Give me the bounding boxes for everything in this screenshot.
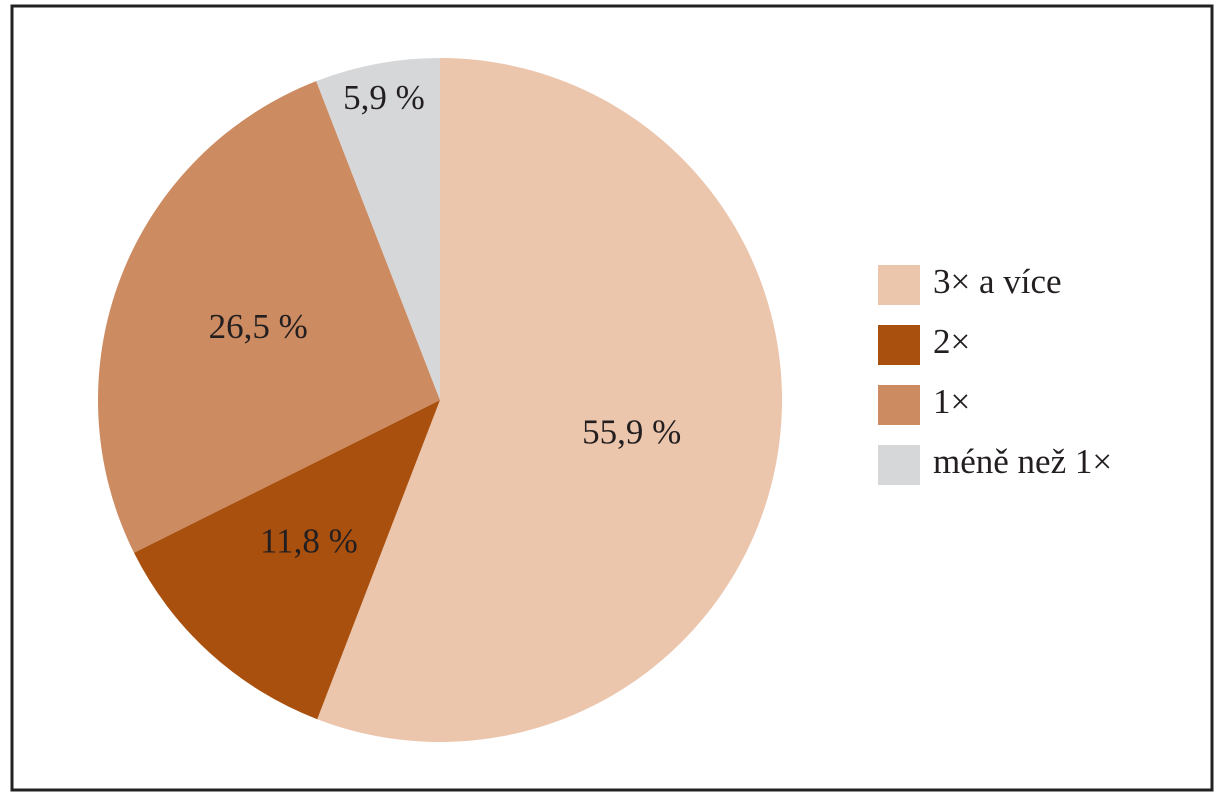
legend-swatch: [878, 265, 920, 305]
value-label: 5,9 %: [343, 78, 425, 117]
legend-label: 3× a více: [933, 262, 1062, 301]
legend-swatch: [878, 325, 920, 365]
pie-slice: [316, 58, 440, 400]
value-label: 55,9 %: [582, 413, 681, 452]
legend-label: 2×: [933, 322, 970, 361]
legend-swatch: [878, 445, 920, 485]
pie-slice: [317, 58, 782, 743]
legend-label: 1×: [933, 382, 970, 421]
pie-slice: [133, 400, 440, 720]
legend-label: méně než 1×: [933, 442, 1112, 481]
value-label: 26,5 %: [209, 307, 308, 346]
value-label: 11,8 %: [260, 521, 358, 560]
pie-slice: [97, 81, 440, 553]
legend-swatch: [878, 385, 920, 425]
